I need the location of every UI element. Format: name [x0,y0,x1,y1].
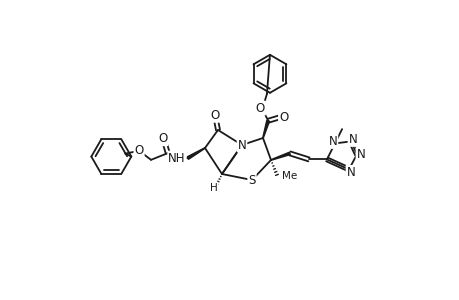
Text: N: N [346,166,354,179]
Polygon shape [262,120,269,138]
Text: N: N [356,148,364,161]
Polygon shape [270,152,290,160]
Text: O: O [210,109,219,122]
Text: Me: Me [281,171,297,181]
Text: O: O [279,110,288,124]
Text: O: O [158,132,167,145]
Text: O: O [255,102,264,115]
Text: H: H [209,182,217,193]
Text: N: N [237,139,246,152]
Text: N: N [348,133,357,146]
Text: O: O [134,144,143,157]
Text: NH: NH [168,152,185,165]
Polygon shape [187,148,205,159]
Text: N: N [328,135,336,148]
Text: S: S [248,173,255,187]
